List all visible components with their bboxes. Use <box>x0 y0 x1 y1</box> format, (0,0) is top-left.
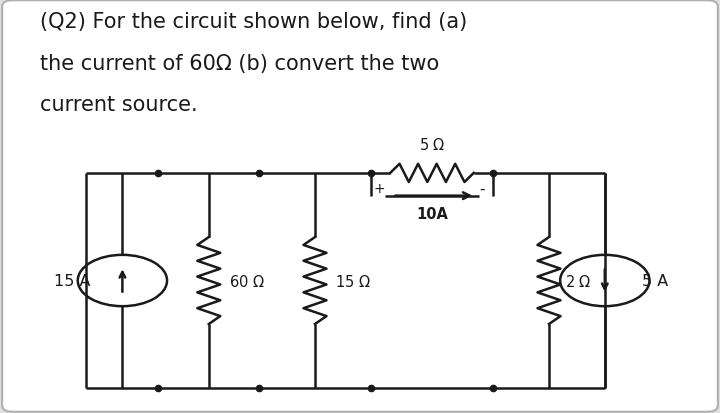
Text: 10A: 10A <box>416 206 448 221</box>
Text: current source.: current source. <box>40 95 197 115</box>
Text: 5 $\Omega$: 5 $\Omega$ <box>419 137 445 153</box>
Text: (Q2) For the circuit shown below, find (a): (Q2) For the circuit shown below, find (… <box>40 12 467 32</box>
Text: the current of 60Ω (b) convert the two: the current of 60Ω (b) convert the two <box>40 54 439 74</box>
Text: -: - <box>480 181 485 196</box>
Text: 15 $\Omega$: 15 $\Omega$ <box>336 273 371 289</box>
Text: 2 $\Omega$: 2 $\Omega$ <box>565 273 591 289</box>
Text: +: + <box>374 182 385 196</box>
Text: 60 $\Omega$: 60 $\Omega$ <box>229 273 265 289</box>
Text: 15 A: 15 A <box>54 273 90 288</box>
Text: 5 A: 5 A <box>642 273 668 288</box>
